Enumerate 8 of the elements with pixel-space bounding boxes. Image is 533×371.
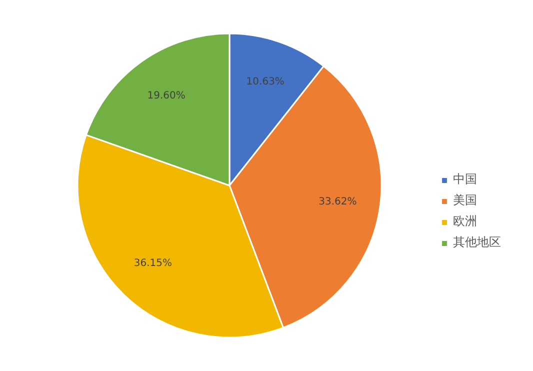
legend-label: 欧洲 — [453, 213, 477, 230]
legend-label: 其他地区 — [453, 234, 501, 251]
legend-label: 中国 — [453, 171, 477, 188]
data-label: 10.63% — [246, 76, 284, 88]
data-label: 33.62% — [318, 196, 357, 208]
legend-label: 美国 — [453, 192, 477, 209]
data-label: 36.15% — [134, 258, 172, 270]
data-label: 19.60% — [147, 90, 186, 102]
